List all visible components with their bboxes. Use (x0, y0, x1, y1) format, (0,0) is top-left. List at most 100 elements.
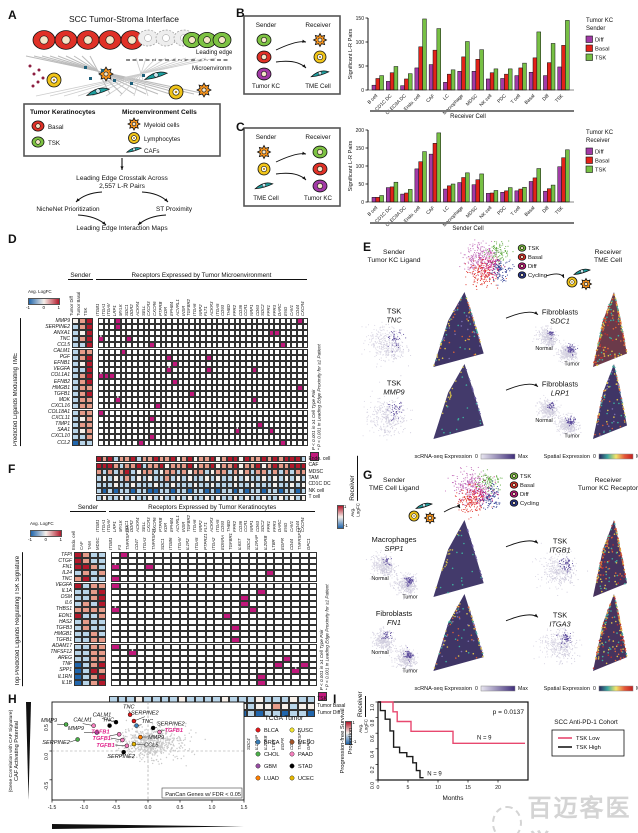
normal-label: Normal (535, 346, 552, 352)
significance-legend: P < 0.001 in ≥1 Cell Type Pair * P < 0.00… (311, 322, 322, 450)
side-title: Predicted Ligands Modulating TME (13, 318, 21, 446)
gene-point-CALM1 (92, 724, 96, 728)
tcga-BLCA: BLCA (264, 728, 279, 734)
lr-significance-cell (223, 680, 232, 686)
ligand-label: IL1B (28, 680, 74, 686)
legend-item-Diff: Diff (595, 150, 604, 156)
bar-Diff-Basal (529, 72, 533, 90)
bar-Basal-Endo. cell (419, 162, 423, 202)
y-tick: 0.5 (44, 724, 50, 731)
x-tick: Diff (541, 93, 551, 103)
y-tick: -0.5 (44, 782, 50, 791)
bar-Basal-CLEC9A DC (404, 79, 408, 90)
bar-Basal-NK cell (490, 73, 494, 90)
lr-significance-cell (111, 680, 120, 686)
bar-Diff-TSK (558, 167, 562, 202)
y-tick: 1.0 (370, 704, 376, 711)
panel-canvas: SCC Tumor-Stroma InterfaceLeading edgeMi… (6, 8, 232, 232)
y-tick: 0.4 (370, 751, 376, 758)
watermark: 百迈客医学 (492, 788, 638, 833)
watermark-text: 百迈客医学 (528, 788, 638, 833)
panel-h-scatter: -1.5 -1.0 -0.5 0.0 0.5 1.0 1.5 -0.5 0.0 0.5 TNC CAL… (6, 694, 328, 833)
panel-d-heatmap: Predicted Ligands Modulating TME Sender Re… (6, 236, 360, 460)
gene-label-TGFB1: TGFB1 (165, 728, 183, 734)
sender-gene-name: FN1 (387, 618, 401, 627)
bar-TSK-LC (451, 70, 455, 90)
keratinocyte-icon (518, 263, 526, 269)
lymphocyte-icon (567, 277, 577, 287)
keratinocyte-icon (518, 254, 526, 260)
x-tick: LC (442, 205, 451, 214)
diagram-receiver-cell: Tumor KC (304, 195, 332, 202)
bar-Basal-CD1C DC (390, 73, 394, 90)
legend-item-TSK: TSK (595, 56, 606, 62)
lr-significance-cell (171, 680, 180, 686)
x-axis-label: Months (443, 795, 464, 802)
sender-title: Sender (383, 249, 406, 256)
gene-label-SERPINE2: SERPINE2 (157, 722, 186, 728)
bar-Basal-MDSC (476, 59, 480, 90)
bar-Basal-Basal (533, 58, 537, 90)
diagram-sender-label: Sender (256, 134, 277, 141)
panel-canvas: Sender ReceiverTME Cell Tumor KCSignifican… (230, 116, 638, 236)
panel-b-label: B (236, 6, 245, 20)
bar-Diff-CAF (429, 154, 433, 202)
scale-min: 0 (593, 454, 596, 460)
sender-col-label: MDSC (96, 516, 104, 550)
receiver-gene-name: SDC1 (550, 317, 570, 326)
gene-point-MMP9 (138, 735, 142, 739)
lr-significance-cell (137, 680, 146, 686)
keratinocyte-icon (32, 137, 44, 147)
tcga-PAAD: PAAD (298, 752, 313, 758)
x-tick: B cell (367, 93, 380, 106)
gene-label-TGFB1: TGFB1 (91, 730, 109, 736)
panel-canvas: Sender ReceiverTumor KC TME CellSignifican… (230, 4, 638, 118)
umap-plot (389, 645, 419, 672)
receiver-title: Receiver (595, 249, 623, 256)
legend-basal: Basal (48, 124, 63, 131)
y-tick: 150 (356, 146, 365, 152)
bar-TSK-Basal (537, 32, 541, 90)
bar-Diff-Basal (529, 181, 533, 202)
lr-significance-cell (206, 680, 215, 686)
gene-point-SERPINE2 (132, 719, 136, 723)
caf-icon (416, 503, 432, 508)
myeloid-cell-icon (258, 146, 271, 159)
legend-title-2: Sender (586, 26, 605, 32)
bar-Diff-CLEC9A DC (401, 86, 405, 90)
keratinocyte-icon (55, 31, 77, 50)
lr-significance-cell (291, 680, 300, 686)
panel-d-label: D (8, 232, 17, 246)
receiver-cell-name: TSK (553, 536, 567, 545)
gene-point-TNC (134, 724, 138, 728)
tcga-BRCA: BRCA (264, 740, 280, 746)
panel-c-label: C (236, 120, 245, 134)
y-tick: 150 (356, 16, 365, 22)
receiver-cell-name: Fibroblasts (542, 380, 578, 389)
panel-f-label: F (8, 462, 15, 476)
sender-logfc-cell (90, 680, 98, 686)
bar-Diff-LC (443, 82, 447, 90)
keratinocyte-icon (257, 51, 271, 63)
bar-Diff-CAF (429, 65, 433, 90)
lr-significance-cell (120, 680, 129, 686)
sender-logfc-cell (98, 680, 106, 686)
bar-Basal-LC (447, 186, 451, 202)
logfc-colorbar-label: Avg. LogFC (30, 521, 54, 526)
lr-significance-cell (154, 680, 163, 686)
receptor-col-label: CXCR4 (301, 284, 307, 316)
legend-left-title: Tumor Keratinocytes (30, 109, 96, 116)
x-tick: 1.0 (209, 805, 216, 811)
bar-Diff-PDC (501, 78, 505, 90)
x-tick: -1.0 (80, 805, 89, 811)
gene-label-MMP9: MMP9 (148, 735, 164, 741)
gene-point-TNC (108, 724, 112, 728)
gene-label-SERPINE2: SERPINE2 (131, 711, 160, 717)
panel-a-title: SCC Tumor-Stroma Interface (69, 14, 179, 24)
fdr-note: PanCan Genes w/ FDR < 0.05 (165, 792, 241, 798)
flow-nichenet: NicheNet Prioritization (36, 206, 100, 213)
gene-point-SERPINE2 (151, 726, 155, 730)
lr-significance-cell (197, 680, 206, 686)
y-tick: 200 (356, 128, 365, 134)
sender-col-label: TSK (84, 284, 91, 316)
